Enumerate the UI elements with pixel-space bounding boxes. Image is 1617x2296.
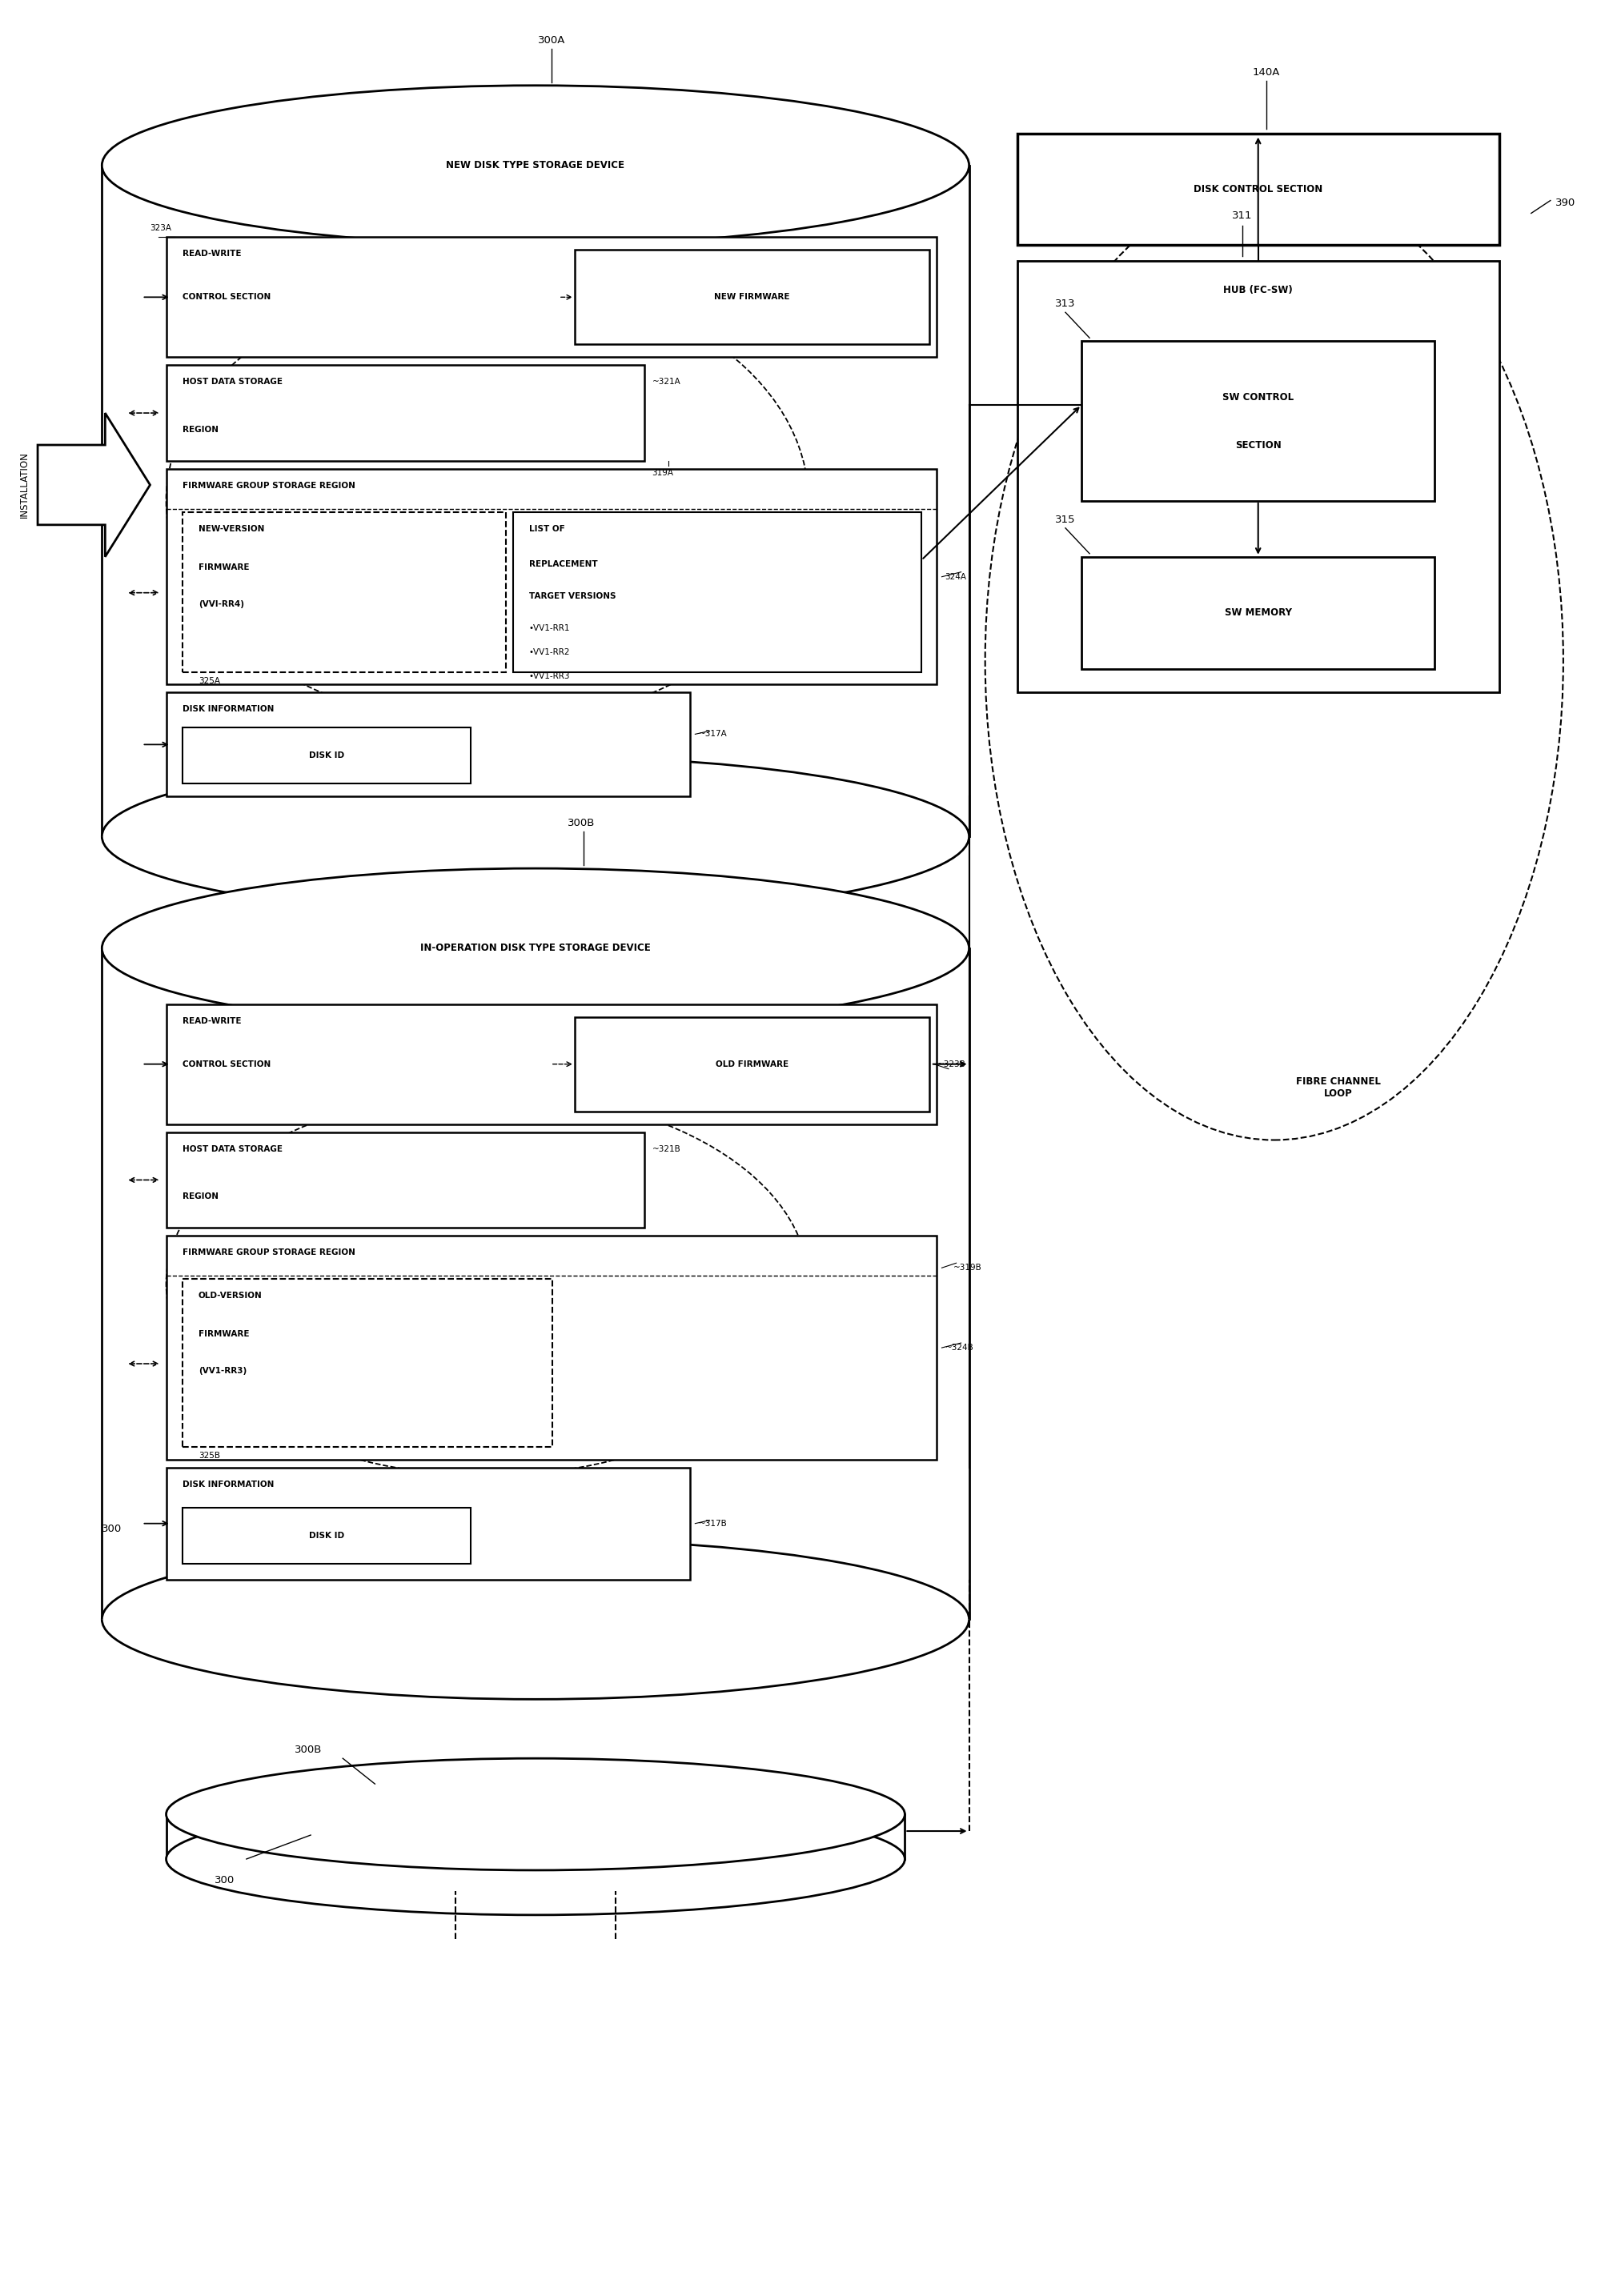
Text: INSTALLATION: INSTALLATION [19, 452, 29, 519]
Text: FIRMWARE: FIRMWARE [199, 1329, 249, 1339]
Bar [1017, 262, 1499, 693]
Text: REGION: REGION [183, 1192, 218, 1201]
Text: HOST DATA STORAGE: HOST DATA STORAGE [183, 1146, 283, 1153]
Text: STORAGE REGION: STORAGE REGION [183, 1525, 265, 1531]
Text: 323A: 323A [150, 225, 171, 232]
Ellipse shape [167, 1802, 906, 1915]
Bar [167, 1003, 936, 1125]
Ellipse shape [102, 758, 969, 916]
Text: NEW DISK TYPE STORAGE DEVICE: NEW DISK TYPE STORAGE DEVICE [446, 161, 624, 170]
Text: CONTROL SECTION: CONTROL SECTION [183, 294, 270, 301]
Ellipse shape [102, 868, 969, 1029]
Text: REGION: REGION [183, 425, 218, 434]
Text: STORAGE REGION: STORAGE REGION [183, 748, 265, 758]
Text: HOST DATA STORAGE: HOST DATA STORAGE [183, 379, 283, 386]
Bar [183, 1508, 471, 1564]
Text: •VV1-RR2: •VV1-RR2 [529, 647, 571, 657]
Bar [574, 250, 930, 344]
Text: SW MEMORY: SW MEMORY [1224, 608, 1292, 618]
Bar [167, 1132, 644, 1228]
Text: 313: 313 [1056, 298, 1075, 310]
Bar [183, 512, 506, 673]
Text: 319A: 319A [652, 468, 674, 478]
Bar [102, 165, 969, 836]
Text: 390: 390 [1556, 197, 1575, 207]
Text: IN-OPERATION DISK TYPE STORAGE DEVICE: IN-OPERATION DISK TYPE STORAGE DEVICE [420, 944, 650, 953]
Text: •VV1-RR1: •VV1-RR1 [529, 625, 571, 631]
Text: (VVI-RR4): (VVI-RR4) [199, 599, 244, 608]
Text: FIRMWARE: FIRMWARE [199, 563, 249, 572]
Ellipse shape [102, 1538, 969, 1699]
Text: OLD FIRMWARE: OLD FIRMWARE [715, 1061, 789, 1068]
Text: DISK INFORMATION: DISK INFORMATION [183, 705, 273, 714]
Text: NEW-VERSION: NEW-VERSION [199, 526, 264, 533]
Text: NEW FIRMWARE: NEW FIRMWARE [715, 294, 789, 301]
Bar [102, 948, 969, 1619]
Ellipse shape [102, 85, 969, 246]
Text: 300: 300 [215, 1876, 234, 1885]
Bar [1082, 342, 1434, 501]
Text: SW CONTROL: SW CONTROL [1222, 393, 1294, 402]
Text: 300B: 300B [294, 1745, 322, 1754]
Text: 324A: 324A [944, 572, 967, 581]
Text: DISK ID: DISK ID [309, 1531, 344, 1541]
Text: ~321A: ~321A [652, 379, 681, 386]
Text: 300B: 300B [568, 817, 595, 829]
Text: ~324B: ~324B [944, 1343, 973, 1352]
Text: DISK ID: DISK ID [309, 751, 344, 760]
Text: CONTROL SECTION: CONTROL SECTION [183, 1061, 270, 1068]
Text: 325A: 325A [199, 677, 220, 684]
Text: FIBRE CHANNEL
LOOP: FIBRE CHANNEL LOOP [1297, 1077, 1381, 1097]
Text: 300: 300 [102, 1525, 123, 1534]
Text: FIRMWARE GROUP STORAGE REGION: FIRMWARE GROUP STORAGE REGION [183, 1249, 356, 1256]
Text: OLD-VERSION: OLD-VERSION [199, 1293, 262, 1300]
Text: READ-WRITE: READ-WRITE [183, 1017, 241, 1024]
Text: (VV1-RR3): (VV1-RR3) [199, 1366, 246, 1375]
Text: ~321B: ~321B [652, 1146, 681, 1153]
Ellipse shape [167, 1759, 906, 1871]
Bar [167, 1814, 906, 1860]
Bar [167, 693, 690, 797]
Bar [1017, 133, 1499, 246]
Bar [167, 468, 936, 684]
Text: FIRMWARE GROUP STORAGE REGION: FIRMWARE GROUP STORAGE REGION [183, 482, 356, 489]
Text: ~323B: ~323B [938, 1061, 965, 1068]
Text: ~319B: ~319B [952, 1263, 982, 1272]
Bar [167, 236, 936, 358]
Text: LIST OF: LIST OF [529, 526, 564, 533]
Text: TARGET VERSIONS: TARGET VERSIONS [529, 592, 616, 599]
Bar [1082, 558, 1434, 668]
Bar [183, 728, 471, 783]
Text: 311: 311 [1232, 211, 1252, 220]
Text: REPLACEMENT: REPLACEMENT [529, 560, 598, 567]
Polygon shape [37, 413, 150, 558]
Text: READ-WRITE: READ-WRITE [183, 250, 241, 257]
Bar [183, 1279, 551, 1446]
Text: DISK CONTROL SECTION: DISK CONTROL SECTION [1193, 184, 1323, 195]
Text: 325B: 325B [199, 1451, 220, 1460]
Bar [574, 1017, 930, 1111]
Bar [167, 1467, 690, 1580]
Text: DISK INFORMATION: DISK INFORMATION [183, 1481, 273, 1488]
Text: ~317B: ~317B [699, 1520, 728, 1527]
Text: 140A: 140A [1253, 67, 1281, 78]
Text: 315: 315 [1056, 514, 1075, 526]
Text: •VV1-RR3: •VV1-RR3 [529, 673, 571, 680]
Text: SECTION: SECTION [1235, 441, 1281, 450]
Bar [167, 1235, 936, 1460]
Bar [513, 512, 922, 673]
Text: ~317A: ~317A [699, 730, 728, 739]
Bar [167, 365, 644, 461]
Text: HUB (FC-SW): HUB (FC-SW) [1224, 285, 1294, 296]
Text: 300A: 300A [538, 34, 566, 46]
